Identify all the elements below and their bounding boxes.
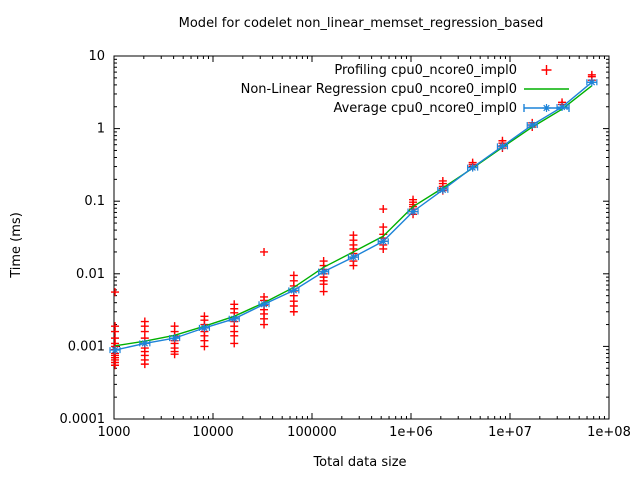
profiling-point [230,300,239,309]
regression-line [114,85,593,347]
average-point [260,300,269,309]
plot-title: Model for codelet non_linear_memset_regr… [179,16,544,31]
x-tick-label: 1e+06 [389,425,433,440]
profiling-point [111,288,120,297]
x-tick-label: 1e+07 [488,425,532,440]
x-axis-label: Total data size [312,455,406,470]
average-point [468,163,477,172]
legend-label-profiling: Profiling cpu0_ncore0_impl0 [334,63,517,78]
profiling-point [379,205,388,214]
average-point [498,142,507,151]
profiling-point [140,317,149,326]
profiling-point [260,247,269,256]
y-tick-label: 1 [97,122,105,137]
average-point [230,314,239,323]
x-tick-label: 1e+08 [587,425,631,440]
legend-sample-profiling [541,65,552,75]
profiling-point [438,176,447,185]
legend-label-regression: Non-Linear Regression cpu0_ncore0_impl0 [241,82,517,97]
x-tick-label: 100000 [287,425,337,440]
profiling-point [170,322,179,331]
profiling-point [379,223,388,232]
plot-axes: 1000 10000 100000 1e+06 1e+07 1e+08 10 1 0.1 0.01… [60,49,631,440]
average-line [114,81,593,351]
profiling-point [200,312,209,321]
average-point [111,346,120,355]
average-point [587,78,596,87]
x-tick-label: 1000 [97,425,130,440]
y-tick-label: 0.0001 [60,412,106,427]
average-point [170,334,179,343]
profiling-point [409,195,418,204]
profiling-point [319,287,328,296]
profiling-point [587,70,596,79]
average-point [349,253,358,262]
average-point [200,323,209,332]
average-point [409,207,418,216]
average-point [289,286,298,295]
x-tick-label: 10000 [192,425,233,440]
series-regression [114,85,593,347]
y-tick-label: 0.1 [84,194,105,209]
average-point [319,267,328,276]
average-point [528,121,537,130]
profiling-point [260,292,269,301]
plot-border [113,55,610,420]
legend: Profiling cpu0_ncore0_impl0 Non-Linear R… [241,63,570,116]
legend-sample-average-marker [542,104,551,112]
average-point [558,103,567,112]
profiling-point [230,339,239,348]
series-average [109,78,598,355]
average-point [379,237,388,246]
profiling-point [349,231,358,240]
profiling-point [111,322,120,331]
profiling-point [289,271,298,280]
average-point [140,339,149,348]
y-tick-label: 0.001 [68,339,105,354]
data-series-layer [109,70,598,370]
y-tick-label: 0.01 [76,267,105,282]
legend-label-average: Average cpu0_ncore0_impl0 [333,101,517,116]
y-axis-label: Time (ms) [9,212,24,279]
y-tick-label: 10 [88,49,105,64]
average-point [438,185,447,194]
profiling-point [319,257,328,266]
